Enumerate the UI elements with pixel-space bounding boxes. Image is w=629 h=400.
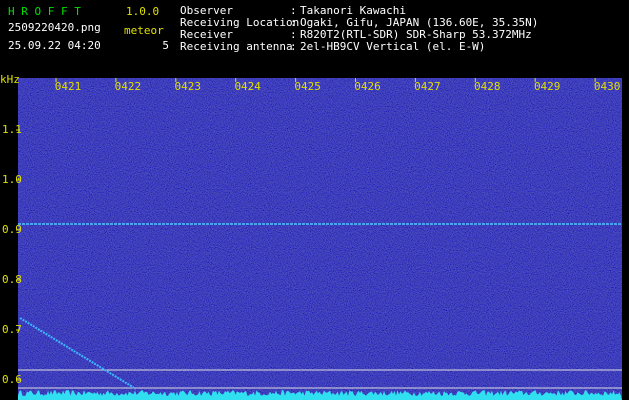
info-value: R820T2(RTL-SDR) SDR-Sharp 53.372MHz (300, 28, 532, 41)
info-separator: : (290, 28, 297, 41)
time-label: 0429 (534, 80, 561, 93)
info-label: Observer (180, 4, 233, 17)
date-time: 25.09.22 04:20 (8, 39, 101, 52)
time-label: 0422 (115, 80, 142, 93)
time-label: 0423 (175, 80, 202, 93)
info-value: Takanori Kawachi (300, 4, 406, 17)
app-name: H R O F F T (8, 5, 81, 18)
time-label: 0427 (414, 80, 441, 93)
freq-label: 1.0 (2, 173, 22, 186)
info-value: Ogaki, Gifu, JAPAN (136.60E, 35.35N) (300, 16, 538, 29)
time-label: 0428 (474, 80, 501, 93)
time-label: 0421 (55, 80, 82, 93)
freq-label: 0.6 (2, 373, 22, 386)
meteor-count: 5 (162, 39, 169, 52)
freq-label: 0.9 (2, 223, 22, 236)
noise-band-shape (18, 390, 622, 400)
freq-label: 0.8 (2, 273, 22, 286)
time-label: 0426 (354, 80, 381, 93)
app-version: 1.0.0 (126, 5, 159, 18)
spectrogram-noise (18, 78, 622, 400)
info-label: Receiver (180, 28, 233, 41)
info-separator: : (290, 16, 297, 29)
info-label: Receiving Location (180, 16, 299, 29)
meteor-label: meteor (124, 24, 164, 37)
time-label: 0430 (594, 80, 621, 93)
freq-label: 0.7 (2, 323, 22, 336)
unit-label: kHz (0, 73, 20, 86)
file-name: 2509220420.png (8, 21, 101, 34)
meteor-echo (19, 317, 137, 390)
noise-band (18, 390, 622, 400)
freq-label: 1.1 (2, 123, 22, 136)
info-value: 2el-HB9CV Vertical (el. E-W) (300, 40, 485, 53)
info-separator: : (290, 40, 297, 53)
time-label: 0424 (234, 80, 261, 93)
time-label: 0425 (294, 80, 321, 93)
info-label: Receiving antenna (180, 40, 293, 53)
info-separator: : (290, 4, 297, 17)
